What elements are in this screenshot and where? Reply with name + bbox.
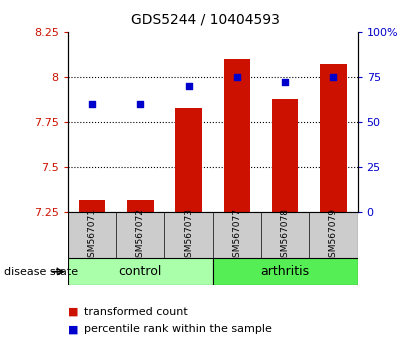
Text: GSM567072: GSM567072: [136, 208, 145, 263]
Text: GDS5244 / 10404593: GDS5244 / 10404593: [131, 12, 280, 27]
Bar: [320, 64, 347, 212]
Bar: [224, 59, 250, 212]
Bar: [175, 108, 202, 212]
Point: [89, 101, 95, 107]
Point: [233, 74, 240, 80]
Text: GSM567079: GSM567079: [329, 208, 338, 263]
Text: ■: ■: [68, 324, 79, 334]
Text: GSM567071: GSM567071: [88, 208, 97, 263]
Text: ■: ■: [68, 307, 79, 316]
Text: disease state: disease state: [4, 267, 78, 277]
Bar: [213, 258, 358, 285]
Bar: [79, 200, 105, 212]
Text: GSM567073: GSM567073: [184, 208, 193, 263]
Bar: [127, 200, 154, 212]
Text: transformed count: transformed count: [84, 307, 188, 316]
Text: arthritis: arthritis: [261, 265, 310, 278]
Bar: [272, 99, 298, 212]
Text: percentile rank within the sample: percentile rank within the sample: [84, 324, 272, 334]
Point: [330, 74, 337, 80]
Bar: [68, 258, 213, 285]
Point: [185, 83, 192, 89]
Text: GSM567077: GSM567077: [232, 208, 241, 263]
Point: [137, 101, 143, 107]
Text: control: control: [118, 265, 162, 278]
Point: [282, 80, 289, 85]
Text: GSM567078: GSM567078: [281, 208, 290, 263]
